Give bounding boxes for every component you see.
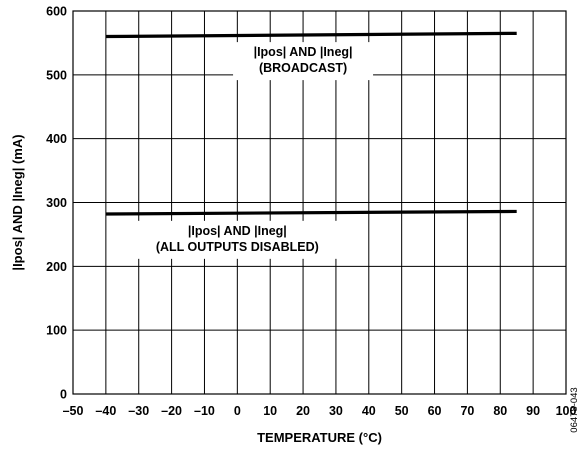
annotations: |Ipos| AND |Ineg| (BROADCAST) |Ipos| AND |… <box>137 42 374 259</box>
x-tick-label: 100 <box>556 404 577 418</box>
y-tick-label: 200 <box>46 260 67 274</box>
x-tick-label: –50 <box>63 404 84 418</box>
series-line <box>105 31 517 39</box>
annotation-text: (ALL OUTPUTS DISABLED) <box>156 240 319 254</box>
x-axis-label: TEMPERATURE (°C) <box>257 430 382 445</box>
x-tick-label: 30 <box>329 404 343 418</box>
y-tick-labels: 0 100 200 300 400 500 600 <box>46 5 67 402</box>
x-tick-label: 80 <box>493 404 507 418</box>
x-tick-labels: –50 –40 –30 –20 –10 0 10 20 30 40 50 60 70 80 90 100 <box>63 404 577 418</box>
plot-frame <box>72 10 567 395</box>
x-tick-label: –40 <box>95 404 116 418</box>
series-line <box>105 209 517 216</box>
y-tick-label: 500 <box>46 68 67 82</box>
x-tick-label: 20 <box>296 404 310 418</box>
y-tick-label: 600 <box>46 5 67 19</box>
annotation-text: |Ipos| AND |Ineg| <box>188 224 287 238</box>
x-tick-label: 40 <box>362 404 376 418</box>
x-tick-label: –30 <box>128 404 149 418</box>
annotation-text: (BROADCAST) <box>259 61 347 75</box>
x-tick-label: 10 <box>263 404 277 418</box>
y-tick-label: 300 <box>46 196 67 210</box>
figure-id: 06478-043 <box>569 387 580 432</box>
x-tick-label: –10 <box>194 404 215 418</box>
y-axis-label: |Ipos| AND |Ineg| (mA) <box>10 134 25 270</box>
annotation-background <box>137 220 338 259</box>
annotation-text: |Ipos| AND |Ineg| <box>254 45 353 59</box>
x-tick-label: –20 <box>161 404 182 418</box>
y-tick-label: 400 <box>46 132 67 146</box>
x-tick-label: 90 <box>526 404 540 418</box>
y-tick-label: 0 <box>60 388 67 402</box>
x-tick-label: 50 <box>395 404 409 418</box>
x-tick-label: 70 <box>460 404 474 418</box>
series-group <box>105 31 517 216</box>
y-tick-label: 100 <box>46 324 67 338</box>
x-tick-label: 0 <box>234 404 241 418</box>
annotation-background <box>233 42 374 81</box>
x-tick-label: 60 <box>428 404 442 418</box>
